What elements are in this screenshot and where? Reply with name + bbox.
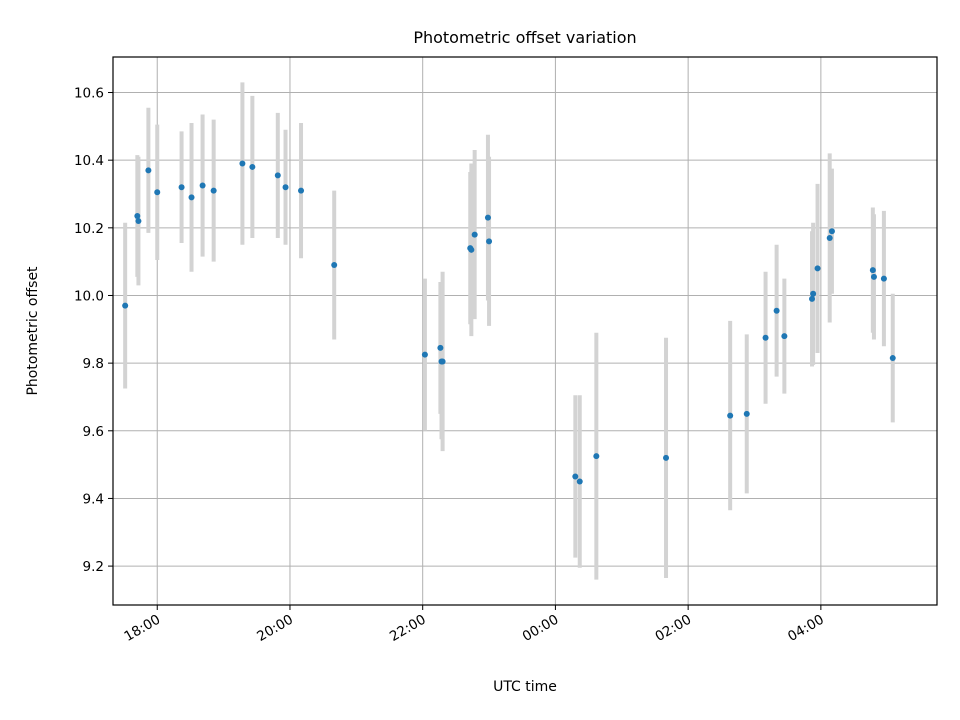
data-point: [468, 246, 475, 253]
data-point: [145, 167, 152, 174]
data-point: [828, 228, 835, 235]
data-point: [298, 187, 305, 194]
data-point: [576, 478, 583, 485]
data-point: [134, 212, 141, 219]
data-point: [484, 214, 491, 221]
data-point: [331, 262, 338, 269]
grid: [113, 57, 937, 605]
data-point: [743, 410, 750, 417]
data-point: [814, 265, 821, 272]
y-tick-label: 10.4: [74, 153, 104, 169]
data-point: [781, 333, 788, 340]
data-point: [486, 238, 493, 245]
chart-title: Photometric offset variation: [413, 28, 636, 47]
data-point: [593, 453, 600, 460]
data-point: [727, 412, 734, 419]
data-point: [870, 273, 877, 280]
data-point: [210, 187, 217, 194]
data-point: [437, 344, 444, 351]
data-point: [762, 334, 769, 341]
data-point: [282, 184, 289, 191]
data-point: [421, 351, 428, 358]
y-tick-label: 9.6: [83, 424, 104, 440]
y-tick-label: 10.0: [74, 288, 104, 304]
data-point: [471, 231, 478, 238]
data-point: [773, 307, 780, 314]
data-point: [663, 454, 670, 461]
data-point: [810, 290, 817, 297]
data-point: [178, 184, 185, 191]
data-point: [239, 160, 246, 167]
data-point: [572, 473, 579, 480]
data-point: [135, 218, 142, 225]
y-tick-label: 10.6: [74, 86, 104, 102]
data-point: [274, 172, 281, 179]
data-points: [122, 160, 896, 485]
data-point: [122, 302, 129, 309]
data-point: [809, 295, 816, 302]
plot-area: [113, 57, 937, 605]
data-point: [889, 355, 896, 362]
x-axis-label: UTC time: [493, 679, 557, 695]
y-tick-label: 10.2: [74, 221, 104, 237]
y-tick-label: 9.2: [83, 559, 104, 575]
data-point: [249, 163, 256, 170]
data-point: [869, 267, 876, 274]
data-point: [880, 275, 887, 282]
plot-frame: [112, 56, 938, 606]
data-point: [154, 189, 161, 196]
data-point: [188, 194, 195, 201]
y-tick-label: 9.4: [83, 491, 104, 507]
y-axis-label: Photometric offset: [25, 266, 41, 396]
data-point: [439, 358, 446, 365]
y-tick-label: 9.8: [83, 356, 104, 372]
data-point: [826, 234, 833, 241]
data-point: [199, 182, 206, 189]
